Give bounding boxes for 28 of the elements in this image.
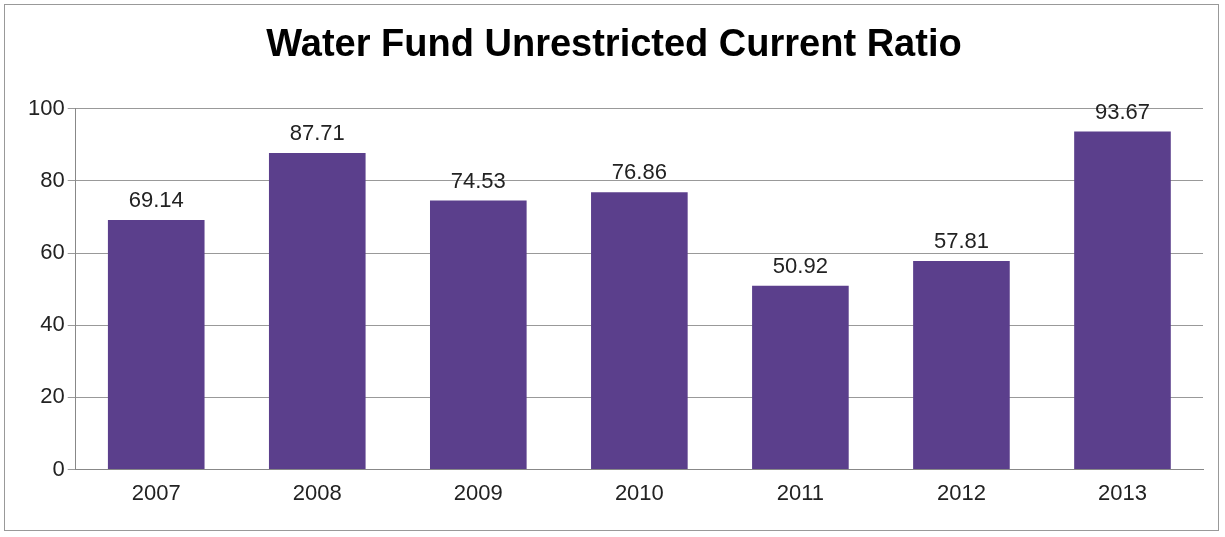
- data-label: 76.86: [611, 159, 667, 185]
- bar: [913, 260, 1010, 470]
- bar: [591, 192, 688, 470]
- y-tick-label: 60: [40, 239, 65, 265]
- data-label: 93.67: [1094, 98, 1151, 124]
- y-tick-label: 20: [40, 383, 65, 409]
- y-tick-label: 0: [52, 455, 65, 481]
- y-tick-label: 100: [27, 94, 65, 120]
- x-tick-label: 2011: [776, 479, 825, 505]
- x-tick-label: 2013: [1098, 479, 1147, 505]
- data-label: 50.92: [772, 252, 828, 278]
- x-tick-label: 2010: [614, 479, 664, 505]
- x-tick-label: 2009: [453, 479, 503, 505]
- data-label: 69.14: [128, 187, 184, 213]
- bar: [752, 285, 849, 470]
- data-label: 74.53: [450, 167, 506, 193]
- data-label: 87.71: [289, 120, 345, 146]
- bar: [268, 152, 366, 470]
- y-tick-label: 40: [40, 311, 65, 337]
- bar: [107, 220, 205, 470]
- bar: [1074, 131, 1171, 470]
- x-tick-label: 2007: [131, 479, 181, 505]
- x-tick-label: 2008: [292, 479, 342, 505]
- x-tick-label: 2012: [936, 479, 986, 505]
- chart-title: Water Fund Unrestricted Current Ratio: [266, 22, 962, 65]
- bar: [430, 200, 527, 470]
- data-label: 57.81: [933, 227, 989, 253]
- y-tick-label: 80: [40, 166, 65, 192]
